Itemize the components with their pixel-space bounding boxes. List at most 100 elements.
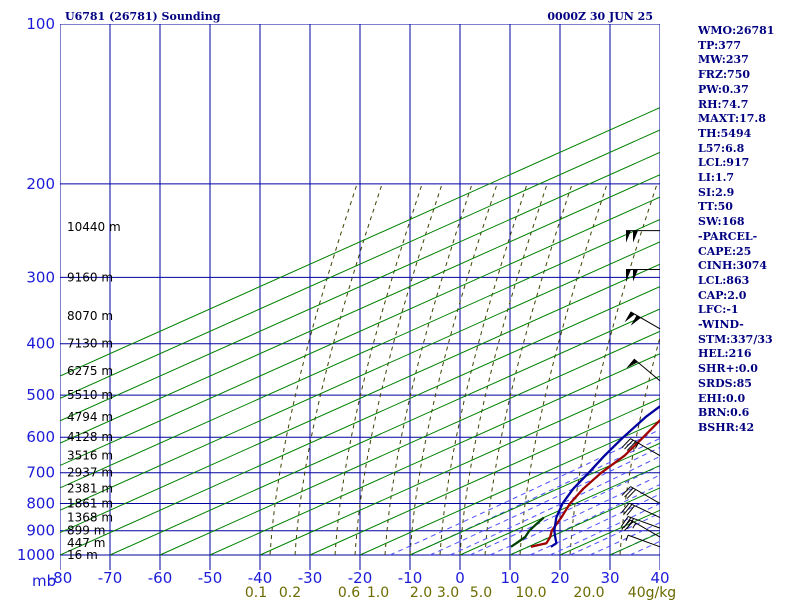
height-label: 447 m	[67, 536, 105, 550]
wind-barb-flag	[624, 439, 634, 450]
mixing-ratio-label: 0.2	[279, 585, 301, 600]
pressure-tick-label: 100	[26, 15, 55, 33]
temperature-tick-label: 20	[550, 569, 569, 587]
height-label: 9160 m	[67, 270, 113, 284]
mixing-ratio-line	[569, 183, 658, 556]
temperature-tick-label: -40	[248, 569, 273, 587]
dry-adiabat	[259, 375, 660, 556]
mixing-ratio-label: 3.0	[437, 585, 459, 600]
sounding-index-item: -WIND-	[698, 318, 744, 332]
dry-adiabat	[60, 196, 660, 467]
height-label: 2381 m	[67, 482, 113, 496]
mixing-ratio-label: 10.0	[515, 585, 546, 600]
sounding-index-item: EHI:0.0	[698, 391, 746, 405]
wind-barb-flag	[626, 489, 637, 499]
sounding-index-item: LCL:863	[698, 273, 750, 287]
mixing-ratio-label: 2.0	[410, 585, 432, 600]
moist-adiabat	[589, 522, 660, 556]
pressure-tick-label: 900	[26, 522, 55, 540]
wind-barb-pennant	[633, 230, 638, 243]
dry-adiabat	[409, 442, 660, 556]
wind-barb-shaft	[630, 311, 661, 330]
sounding-index-item: L57:6.8	[698, 141, 745, 155]
wind-barb	[621, 502, 661, 518]
height-label: 8070 m	[67, 309, 113, 323]
moist-adiabat	[509, 483, 660, 556]
height-label: 1861 m	[67, 497, 113, 511]
mixing-ratio-line	[484, 183, 573, 556]
moist-adiabat	[529, 493, 660, 556]
sounding-index-item: MW:237	[698, 53, 749, 67]
height-label: 4128 m	[67, 430, 113, 444]
mixing-ratio-label: 5.0	[470, 585, 492, 600]
sounding-index-item: BSHR:42	[698, 420, 755, 434]
wind-barb	[620, 516, 661, 530]
wind-barb-flag	[620, 516, 629, 528]
wind-barb-pennant	[630, 315, 641, 326]
height-label: 5510 m	[67, 388, 113, 402]
dry-adiabat	[60, 263, 660, 534]
pressure-tick-label: 400	[26, 335, 55, 353]
dry-adiabat	[60, 218, 660, 489]
valid-time: 0000Z 30 JUN 25	[547, 10, 653, 23]
dry-adiabat	[60, 285, 660, 556]
series-parcel-line	[550, 404, 660, 548]
mixing-ratio-label: 20.0	[573, 585, 604, 600]
sounding-index-item: TP:377	[698, 38, 742, 52]
mixing-ratio-label: 1.0	[367, 585, 389, 600]
sounding-index-item: CINH:3074	[698, 259, 768, 273]
wind-barb-flag	[623, 517, 632, 529]
sounding-index-item: SHR+:0.0	[698, 362, 758, 376]
mixing-ratio-label: 0.6	[338, 585, 360, 600]
height-label: 6275 m	[67, 364, 113, 378]
sounding-index-item: WMO:26781	[698, 24, 775, 37]
series-dewpoint-line	[510, 516, 545, 548]
wind-barb	[621, 486, 661, 504]
wind-barb-half-flag	[625, 534, 629, 541]
wind-barb	[626, 230, 660, 243]
dry-adiabat	[60, 129, 660, 399]
wind-barb-flag	[626, 441, 637, 451]
temperature-tick-label: -80	[48, 569, 73, 587]
height-label: 7130 m	[67, 337, 113, 351]
mixing-ratio-line	[439, 183, 528, 556]
temperature-tick-label: -70	[98, 569, 123, 587]
wind-barb-shaft	[627, 534, 661, 548]
sounding-index-item: LI:1.7	[698, 171, 735, 185]
sounding-index-item: RH:74.7	[698, 97, 749, 111]
temperature-tick-label: 30	[600, 569, 619, 587]
dry-adiabat	[60, 107, 660, 377]
dry-adiabat	[459, 464, 660, 556]
sounding-index-item: TH:5494	[698, 126, 752, 140]
wind-barb-shaft	[628, 502, 661, 518]
dry-adiabat	[309, 397, 660, 556]
mixing-ratio-label: 40g/kg	[628, 585, 676, 600]
temperature-tick-label: 0	[455, 569, 465, 587]
mixing-ratio-line	[354, 183, 443, 556]
mixing-ratio-line	[619, 335, 660, 556]
wind-barb-half-flag	[632, 522, 637, 529]
height-label: 10440 m	[67, 220, 121, 234]
pressure-tick-label: 600	[26, 428, 55, 446]
series-temperature-line	[530, 418, 660, 548]
temperature-tick-label: -10	[398, 569, 423, 587]
wind-barb-shaft	[630, 438, 661, 457]
mixing-ratio-label: 0.1	[245, 585, 267, 600]
temperature-tick-label: -30	[298, 569, 323, 587]
dry-adiabat	[109, 308, 660, 556]
dry-adiabat	[209, 353, 660, 556]
sounding-index-item: SRDS:85	[698, 376, 752, 390]
wind-barb	[625, 534, 661, 548]
dry-adiabat	[359, 420, 660, 556]
wind-barb-pennant	[626, 269, 631, 282]
wind-barb-pennant	[626, 230, 631, 243]
temperature-tick-label: 40	[650, 569, 669, 587]
moist-adiabat	[389, 429, 660, 556]
wind-barb-flag	[626, 518, 635, 530]
wind-barb-half-flag	[634, 442, 639, 449]
sounding-index-item: SI:2.9	[698, 185, 735, 199]
wind-barb-flag	[626, 505, 636, 516]
mixing-ratio-line	[334, 183, 423, 556]
